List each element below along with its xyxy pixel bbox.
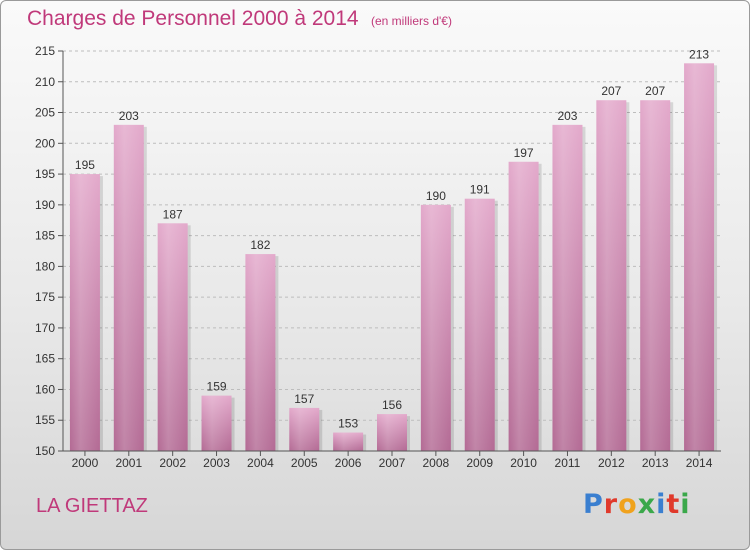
y-tick-label: 185 xyxy=(35,229,55,243)
logo-letter: r xyxy=(603,489,619,520)
x-tick-label: 2002 xyxy=(159,456,186,470)
bar-highlight xyxy=(684,63,715,452)
x-tick-label: 2009 xyxy=(466,456,493,470)
bar-layer: 195 203 187 159 182 157 153 156 190 191 197 203 207 2… xyxy=(69,47,718,452)
data-label: 207 xyxy=(645,84,665,98)
logo-letter: x xyxy=(637,489,657,520)
y-tick-label: 205 xyxy=(35,106,55,120)
logo-letter: i xyxy=(656,489,667,520)
y-tick-label: 200 xyxy=(35,136,55,150)
y-tick-label: 195 xyxy=(35,167,55,181)
bar-highlight xyxy=(157,223,188,451)
logo-letter: o xyxy=(618,489,638,520)
y-tick-label: 210 xyxy=(35,75,55,89)
proxiti-logo: Proxiti xyxy=(583,489,691,520)
y-tick-label: 175 xyxy=(35,290,55,304)
x-tick-label: 2012 xyxy=(598,456,625,470)
y-tick-label: 150 xyxy=(35,444,55,458)
data-label: 190 xyxy=(426,189,446,203)
y-tick-label: 170 xyxy=(35,321,55,335)
x-tick-label: 2007 xyxy=(379,456,406,470)
bar-highlight xyxy=(464,198,495,451)
data-label: 213 xyxy=(689,47,709,61)
x-tick-label: 2001 xyxy=(115,456,142,470)
data-label: 203 xyxy=(119,109,139,123)
logo-letter: i xyxy=(680,489,691,520)
x-tick-label: 2006 xyxy=(335,456,362,470)
data-label: 191 xyxy=(470,183,490,197)
logo-letter: P xyxy=(583,489,604,520)
data-label: 195 xyxy=(75,158,95,172)
x-tick-label: 2010 xyxy=(510,456,537,470)
bar-highlight xyxy=(596,100,627,451)
axis-layer: 150 155 160 165 170 175 180 185 190 195 200 205 210 2… xyxy=(35,44,721,470)
chart-unit-label: (en milliers d'€) xyxy=(371,14,452,28)
bar-highlight xyxy=(201,395,232,451)
bar-highlight xyxy=(245,254,276,451)
bar-highlight xyxy=(69,174,100,452)
y-tick-label: 165 xyxy=(35,352,55,366)
bar-highlight xyxy=(640,100,671,451)
y-tick-label: 160 xyxy=(35,382,55,396)
x-tick-label: 2008 xyxy=(423,456,450,470)
y-tick-label: 155 xyxy=(35,413,55,427)
y-tick-label: 180 xyxy=(35,259,55,273)
bar-highlight xyxy=(333,432,364,451)
x-tick-label: 2013 xyxy=(642,456,669,470)
commune-name: LA GIETTAZ xyxy=(36,495,148,517)
data-label: 156 xyxy=(382,398,402,412)
logo-letter: t xyxy=(666,489,681,520)
bar-highlight xyxy=(420,204,451,451)
bar-highlight xyxy=(552,124,583,451)
data-label: 153 xyxy=(338,417,358,431)
bar-highlight xyxy=(508,161,539,451)
x-tick-label: 2011 xyxy=(555,456,581,470)
data-label: 157 xyxy=(294,392,314,406)
y-tick-label: 190 xyxy=(35,198,55,212)
chart-title: Charges de Personnel 2000 à 2014 xyxy=(27,7,359,30)
x-tick-label: 2000 xyxy=(72,456,99,470)
x-tick-label: 2005 xyxy=(291,456,318,470)
y-tick-label: 215 xyxy=(35,44,55,58)
bar-highlight xyxy=(289,407,320,451)
data-label: 203 xyxy=(557,109,577,123)
data-label: 187 xyxy=(163,207,183,221)
bar-highlight xyxy=(113,124,144,451)
x-tick-label: 2003 xyxy=(203,456,230,470)
x-tick-label: 2004 xyxy=(247,456,274,470)
x-tick-label: 2014 xyxy=(686,456,713,470)
data-label: 159 xyxy=(207,380,227,394)
bar-highlight xyxy=(377,414,407,451)
data-label: 182 xyxy=(250,238,270,252)
data-label: 207 xyxy=(601,84,621,98)
data-label: 197 xyxy=(514,146,534,160)
